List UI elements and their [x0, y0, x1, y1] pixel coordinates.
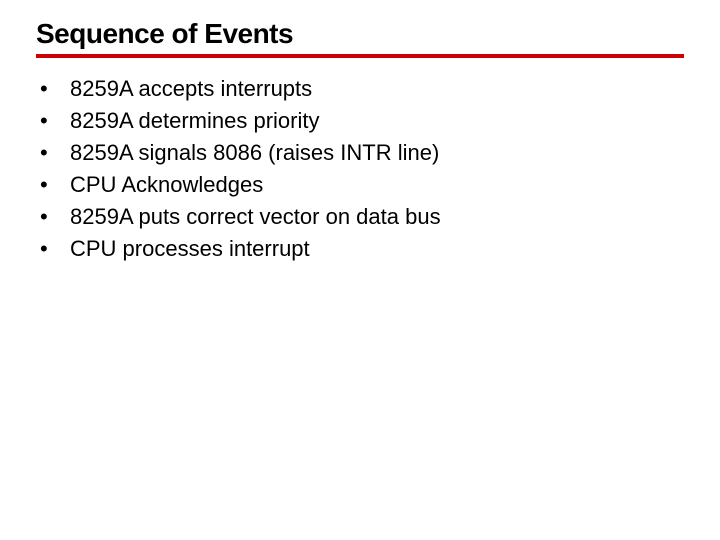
- bullet-text: 8259A signals 8086 (raises INTR line): [70, 138, 439, 168]
- list-item: • CPU processes interrupt: [36, 234, 684, 264]
- bullet-icon: •: [36, 234, 70, 264]
- slide-title: Sequence of Events: [36, 18, 684, 54]
- bullet-icon: •: [36, 138, 70, 168]
- bullet-list: • 8259A accepts interrupts • 8259A deter…: [36, 74, 684, 264]
- list-item: • CPU Acknowledges: [36, 170, 684, 200]
- bullet-text: CPU processes interrupt: [70, 234, 310, 264]
- bullet-text: 8259A accepts interrupts: [70, 74, 312, 104]
- bullet-text: 8259A puts correct vector on data bus: [70, 202, 441, 232]
- list-item: • 8259A determines priority: [36, 106, 684, 136]
- bullet-icon: •: [36, 202, 70, 232]
- list-item: • 8259A signals 8086 (raises INTR line): [36, 138, 684, 168]
- bullet-text: 8259A determines priority: [70, 106, 319, 136]
- title-underline-rule: [36, 54, 684, 58]
- list-item: • 8259A puts correct vector on data bus: [36, 202, 684, 232]
- list-item: • 8259A accepts interrupts: [36, 74, 684, 104]
- bullet-icon: •: [36, 106, 70, 136]
- bullet-icon: •: [36, 170, 70, 200]
- bullet-text: CPU Acknowledges: [70, 170, 263, 200]
- bullet-icon: •: [36, 74, 70, 104]
